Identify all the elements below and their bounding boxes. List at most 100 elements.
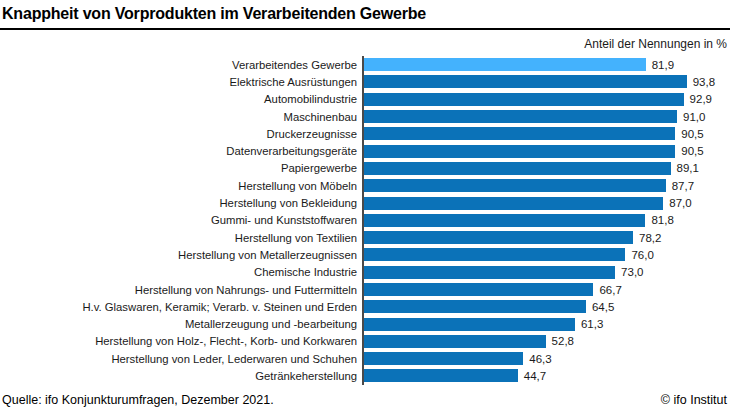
- value-label: 46,3: [529, 353, 551, 365]
- bar: [364, 300, 586, 313]
- bar: [364, 179, 666, 192]
- category-label: Chemische Industrie: [0, 266, 362, 278]
- page-title: Knappheit von Vorprodukten im Verarbeite…: [2, 5, 426, 23]
- bar-row: Metallerzeugung und -bearbeitung 61,3: [0, 315, 730, 332]
- category-label: Druckerzeugnisse: [0, 128, 362, 140]
- bar-row: Elektrische Ausrüstungen 93,8: [0, 73, 730, 90]
- bar-zone: 46,3: [362, 350, 730, 367]
- bar-row: Herstellung von Möbeln 87,7: [0, 177, 730, 194]
- bar-row: Maschinenbau 91,0: [0, 108, 730, 125]
- category-label: Getränkeherstellung: [0, 370, 362, 382]
- bar-zone: 93,8: [362, 73, 730, 90]
- category-label: Automobilindustrie: [0, 93, 362, 105]
- value-label: 90,5: [681, 145, 703, 157]
- category-label: Herstellung von Metallerzeugnissen: [0, 249, 362, 261]
- bar: [364, 58, 646, 71]
- bar: [364, 162, 671, 175]
- category-label: Verarbeitendes Gewerbe: [0, 59, 362, 71]
- bar-zone: 44,7: [362, 367, 730, 384]
- category-label: Herstellung von Textilien: [0, 232, 362, 244]
- bar-zone: 89,1: [362, 160, 730, 177]
- category-label: Metallerzeugung und -bearbeitung: [0, 318, 362, 330]
- value-label: 78,2: [639, 232, 661, 244]
- bar-zone: 87,7: [362, 177, 730, 194]
- value-label: 44,7: [524, 370, 546, 382]
- value-label: 81,9: [652, 59, 674, 71]
- value-label: 87,0: [669, 197, 691, 209]
- bar-zone: 78,2: [362, 229, 730, 246]
- bar-row: Gummi- und Kunststoffwaren 81,8: [0, 212, 730, 229]
- bar-row: Automobilindustrie 92,9: [0, 91, 730, 108]
- bar: [364, 335, 546, 348]
- value-label: 87,7: [672, 180, 694, 192]
- bar: [364, 352, 523, 365]
- value-label: 66,7: [599, 284, 621, 296]
- value-label: 89,1: [677, 162, 699, 174]
- bar: [364, 318, 575, 331]
- bar: [364, 214, 645, 227]
- bar: [364, 110, 677, 123]
- bar-row: Chemische Industrie 73,0: [0, 264, 730, 281]
- bar: [364, 283, 593, 296]
- bar-row: Herstellung von Leder, Lederwaren und Sc…: [0, 350, 730, 367]
- category-label: H.v. Glaswaren, Keramik; Verarb. v. Stei…: [0, 301, 362, 313]
- bar-zone: 81,8: [362, 212, 730, 229]
- bar-row: Getränkeherstellung 44,7: [0, 367, 730, 384]
- category-label: Herstellung von Holz-, Flecht-, Korb- un…: [0, 335, 362, 347]
- bar: [364, 145, 675, 158]
- category-label: Gummi- und Kunststoffwaren: [0, 214, 362, 226]
- source-note: Quelle: ifo Konjunkturumfragen, Dezember…: [2, 393, 274, 407]
- bar: [364, 231, 633, 244]
- value-label: 90,5: [681, 128, 703, 140]
- value-label: 76,0: [631, 249, 653, 261]
- bar: [364, 197, 663, 210]
- bar-row: Papiergewerbe 89,1: [0, 160, 730, 177]
- value-label: 91,0: [683, 111, 705, 123]
- value-label: 73,0: [621, 266, 643, 278]
- value-label: 61,3: [581, 318, 603, 330]
- chart-page: Knappheit von Vorprodukten im Verarbeite…: [0, 0, 730, 411]
- bar: [364, 248, 625, 261]
- value-label: 52,8: [552, 335, 574, 347]
- bar-zone: 92,9: [362, 91, 730, 108]
- bar: [364, 266, 615, 279]
- bar-zone: 81,9: [362, 56, 730, 73]
- category-label: Herstellung von Nahrungs- und Futtermitt…: [0, 284, 362, 296]
- value-label: 64,5: [592, 301, 614, 313]
- bar-zone: 61,3: [362, 315, 730, 332]
- category-label: Maschinenbau: [0, 111, 362, 123]
- bar-chart: Verarbeitendes Gewerbe 81,9 Elektrische …: [0, 56, 730, 385]
- category-label: Datenverarbeitungsgeräte: [0, 145, 362, 157]
- bar-zone: 87,0: [362, 194, 730, 211]
- category-label: Herstellung von Leder, Lederwaren und Sc…: [0, 353, 362, 365]
- category-label: Papiergewerbe: [0, 162, 362, 174]
- bar-zone: 76,0: [362, 246, 730, 263]
- bar-row: H.v. Glaswaren, Keramik; Verarb. v. Stei…: [0, 298, 730, 315]
- title-divider: [0, 28, 730, 30]
- bar-zone: 52,8: [362, 333, 730, 350]
- bar-row: Herstellung von Holz-, Flecht-, Korb- un…: [0, 333, 730, 350]
- value-label: 93,8: [693, 76, 715, 88]
- bar: [364, 93, 684, 106]
- bar-zone: 64,5: [362, 298, 730, 315]
- credit-note: © ifo Institut: [661, 393, 727, 407]
- value-label: 81,8: [651, 214, 673, 226]
- bar-zone: 73,0: [362, 264, 730, 281]
- bar-row: Herstellung von Nahrungs- und Futtermitt…: [0, 281, 730, 298]
- category-label: Elektrische Ausrüstungen: [0, 76, 362, 88]
- unit-annotation: Anteil der Nennungen in %: [584, 37, 727, 51]
- bar-row: Datenverarbeitungsgeräte 90,5: [0, 142, 730, 159]
- bar-zone: 66,7: [362, 281, 730, 298]
- category-label: Herstellung von Möbeln: [0, 180, 362, 192]
- bar-row: Verarbeitendes Gewerbe 81,9: [0, 56, 730, 73]
- bar: [364, 369, 518, 382]
- bar-row: Herstellung von Metallerzeugnissen 76,0: [0, 246, 730, 263]
- bar: [364, 75, 687, 88]
- bar-zone: 90,5: [362, 125, 730, 142]
- value-label: 92,9: [690, 93, 712, 105]
- category-label: Herstellung von Bekleidung: [0, 197, 362, 209]
- bar-zone: 90,5: [362, 142, 730, 159]
- bar-zone: 91,0: [362, 108, 730, 125]
- bar-row: Herstellung von Textilien 78,2: [0, 229, 730, 246]
- bar-row: Herstellung von Bekleidung 87,0: [0, 194, 730, 211]
